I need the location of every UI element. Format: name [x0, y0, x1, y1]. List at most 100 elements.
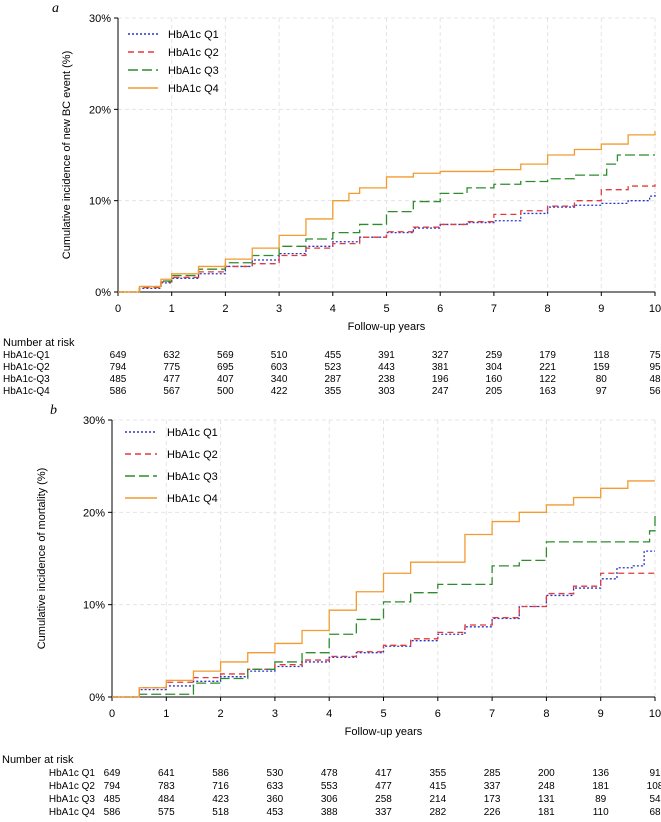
risk-value: 163	[539, 386, 556, 397]
risk-value: 238	[378, 374, 395, 385]
risk-value: 523	[324, 362, 341, 373]
risk-value: 68	[649, 807, 661, 818]
risk-value: 160	[486, 374, 503, 385]
y-tick-label: 0%	[95, 287, 111, 299]
y-tick-label: 30%	[89, 13, 111, 25]
y-tick-label: 10%	[83, 600, 105, 612]
series-line-hba1c-q3	[118, 154, 655, 293]
x-axis-title: Follow-up years	[348, 321, 426, 333]
risk-row-label: HbA1c Q1	[49, 768, 96, 779]
risk-value: 54	[649, 794, 661, 805]
risk-value: 118	[593, 350, 609, 361]
risk-value: 214	[429, 794, 446, 805]
risk-value: 259	[486, 350, 503, 361]
risk-value: 196	[432, 374, 449, 385]
risk-value: 48	[649, 374, 661, 385]
risk-value: 285	[484, 768, 501, 779]
legend-label: HbA1c Q4	[168, 83, 219, 95]
x-tick-label: 4	[326, 708, 332, 720]
risk-value: 258	[375, 794, 392, 805]
risk-value: 443	[378, 362, 395, 373]
risk-value: 89	[595, 794, 607, 805]
legend-label: HbA1c Q1	[167, 427, 218, 439]
risk-value: 108	[647, 781, 661, 792]
risk-value: 586	[212, 768, 229, 779]
risk-value: 649	[104, 768, 121, 779]
risk-value: 56	[649, 386, 661, 397]
risk-table: Number at risk HbA1c Q1 649 641 586 530 478 417…	[2, 754, 661, 818]
risk-value: 415	[429, 781, 446, 792]
risk-value: 794	[104, 781, 121, 792]
risk-value: 97	[596, 386, 608, 397]
y-tick-label: 0%	[89, 692, 105, 704]
risk-value: 110	[593, 807, 609, 818]
risk-value: 477	[375, 781, 392, 792]
x-tick-label: 6	[437, 303, 443, 315]
risk-row-label: HbA1c-Q1	[3, 350, 50, 361]
x-axis-title: Follow-up years	[345, 726, 423, 738]
series-line-hba1c-q4	[118, 131, 656, 293]
x-tick-label: 5	[383, 303, 389, 315]
x-tick-label: 8	[543, 708, 549, 720]
panel-label: b	[50, 403, 57, 418]
risk-value: 131	[538, 794, 555, 805]
x-tick-label: 9	[598, 708, 604, 720]
risk-value: 633	[267, 781, 284, 792]
risk-value: 783	[158, 781, 175, 792]
x-tick-label: 9	[598, 303, 604, 315]
risk-value: 303	[378, 386, 395, 397]
risk-value: 340	[271, 374, 288, 385]
y-axis-title: Cumulative incidence of mortality (%)	[36, 468, 48, 650]
legend-label: HbA1c Q2	[168, 47, 219, 59]
risk-value: 91	[649, 768, 661, 779]
risk-value: 327	[432, 350, 449, 361]
panel-label: a	[52, 1, 59, 16]
x-tick-label: 7	[491, 303, 497, 315]
risk-value: 632	[163, 350, 180, 361]
risk-value: 553	[321, 781, 338, 792]
legend-label: HbA1c Q3	[167, 471, 218, 483]
risk-value: 423	[212, 794, 229, 805]
risk-value: 95	[649, 362, 661, 373]
y-tick-label: 20%	[89, 104, 111, 116]
risk-value: 518	[212, 807, 229, 818]
x-tick-label: 1	[169, 303, 175, 315]
legend-label: HbA1c Q1	[168, 29, 219, 41]
y-tick-label: 30%	[83, 415, 105, 427]
risk-table-title: Number at risk	[2, 754, 74, 766]
y-tick-label: 20%	[83, 507, 105, 519]
legend-label: HbA1c Q2	[167, 449, 218, 461]
risk-value: 304	[486, 362, 503, 373]
risk-value: 179	[539, 350, 556, 361]
risk-value: 360	[267, 794, 284, 805]
risk-value: 500	[217, 386, 234, 397]
y-tick-label: 10%	[89, 196, 111, 208]
risk-row-label: HbA1c Q4	[49, 807, 96, 818]
x-tick-label: 2	[218, 708, 224, 720]
risk-value: 477	[163, 374, 180, 385]
risk-value: 575	[158, 807, 175, 818]
legend: HbA1c Q1 HbA1c Q2 HbA1c Q3 HbA1c Q4	[125, 427, 218, 505]
risk-value: 453	[267, 807, 284, 818]
x-tick-label: 6	[435, 708, 441, 720]
risk-value: 586	[110, 386, 127, 397]
y-axis-title: Cumulative incidence of new BC event (%)	[61, 51, 73, 259]
legend: HbA1c Q1 HbA1c Q2 HbA1c Q3 HbA1c Q4	[128, 29, 219, 95]
series-line-hba1c-q3	[112, 515, 656, 698]
risk-value: 200	[538, 768, 555, 779]
risk-value: 417	[375, 768, 392, 779]
series-line-hba1c-q4	[112, 480, 655, 698]
risk-value: 221	[539, 362, 556, 373]
risk-value: 75	[649, 350, 661, 361]
risk-value: 695	[217, 362, 234, 373]
x-tick-label: 4	[330, 303, 336, 315]
x-tick-label: 0	[115, 303, 121, 315]
legend-label: HbA1c Q4	[167, 493, 218, 505]
series-line-hba1c-q2	[112, 572, 655, 698]
risk-value: 484	[158, 794, 175, 805]
risk-value: 122	[539, 374, 556, 385]
risk-row-label: HbA1c-Q3	[3, 374, 50, 385]
